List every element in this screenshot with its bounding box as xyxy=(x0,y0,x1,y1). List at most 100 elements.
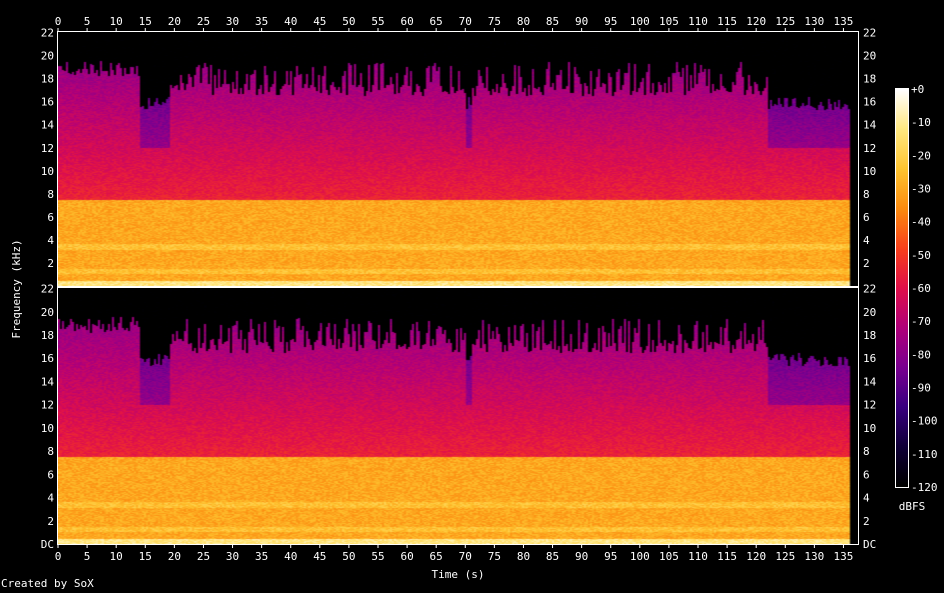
channel-2-y-tick-label: 22 xyxy=(41,283,54,296)
x-tick-label: 75 xyxy=(488,550,501,563)
colorbar-ticks: +0 -10 -20 -30 -40 -50 -60 -70 -80 -90 -100 -110 -12… xyxy=(911,83,938,494)
x-tick-label: 95 xyxy=(604,550,617,563)
x-tick-label: 100 xyxy=(630,550,650,563)
x-tick-label-top: 115 xyxy=(717,15,737,28)
channel-1-y-tick-label: 10 xyxy=(41,165,54,178)
channel-2-y-tick-label-right: 14 xyxy=(863,375,877,388)
channel-2-y-tick-label: 6 xyxy=(47,468,54,481)
x-tick-label: 25 xyxy=(197,550,210,563)
x-tick-label-top: 60 xyxy=(400,15,413,28)
colorbar-tick-label: -100 xyxy=(911,415,938,428)
channel-1-frame xyxy=(57,31,859,287)
credit-text: Created by SoX xyxy=(1,577,94,590)
channel-1-y-tick-label: 2 xyxy=(47,257,54,270)
x-tick-label-top: 90 xyxy=(575,15,588,28)
x-tick-label: 115 xyxy=(717,550,737,563)
colorbar-tick-label: +0 xyxy=(911,83,924,96)
channel-2-y-tick-label: 10 xyxy=(41,422,54,435)
x-tick-label-top: 15 xyxy=(139,15,152,28)
x-tick-label-top: 30 xyxy=(226,15,239,28)
channel-2-y-tick-label: DC xyxy=(41,538,54,551)
x-tick-label-top: 125 xyxy=(775,15,795,28)
channel-1-y-tick-label-right: 2 xyxy=(863,257,870,270)
x-tick-label: 5 xyxy=(84,550,91,563)
channel-2-y-tick-label-right: 20 xyxy=(863,306,876,319)
channel-2-y-tick-label: 4 xyxy=(47,492,54,505)
x-tick-label: 30 xyxy=(226,550,239,563)
colorbar-tick-label: -30 xyxy=(911,183,931,196)
x-tick-label: 130 xyxy=(804,550,824,563)
colorbar-tick-label: -60 xyxy=(911,282,931,295)
x-tick-label: 135 xyxy=(834,550,854,563)
x-axis-label: Time (s) xyxy=(432,568,485,581)
x-tick-label-top: 75 xyxy=(488,15,501,28)
channel-2-y-tick-label-right: 16 xyxy=(863,352,876,365)
y-axis-label: Frequency (kHz) xyxy=(10,239,23,338)
colorbar-tick-label: -110 xyxy=(911,448,938,461)
x-tick-label: 10 xyxy=(110,550,123,563)
channel-1-y-tick-label-right: 14 xyxy=(863,119,877,132)
channel-2-y-tick-label: 20 xyxy=(41,306,54,319)
channel-1-y-tick-label-right: 18 xyxy=(863,73,876,86)
colorbar-tick-label: -120 xyxy=(911,481,938,494)
x-tick-label: 120 xyxy=(746,550,766,563)
x-tick-label-top: 85 xyxy=(546,15,559,28)
colorbar-tick-label: -80 xyxy=(911,348,931,361)
x-tick-label: 15 xyxy=(139,550,152,563)
x-tick-label-top: 0 xyxy=(55,15,62,28)
channel-2-y-tick-label: 14 xyxy=(41,375,55,388)
x-tick-label: 35 xyxy=(255,550,268,563)
x-tick-label-top: 100 xyxy=(630,15,650,28)
channel-2-y-tick-label-right: 2 xyxy=(863,515,870,528)
colorbar-tick-label: -40 xyxy=(911,216,931,229)
colorbar-tick-label: -90 xyxy=(911,382,931,395)
channel-1-y-tick-label-right: 8 xyxy=(863,188,870,201)
x-tick-label-top: 35 xyxy=(255,15,268,28)
channel-1-y-tick-label-right: 12 xyxy=(863,142,876,155)
x-tick-label: 90 xyxy=(575,550,588,563)
x-tick-label: 40 xyxy=(284,550,297,563)
channel-1-y-tick-label: 8 xyxy=(47,188,54,201)
x-tick-label: 85 xyxy=(546,550,559,563)
x-axis: 0055101015152020252530303535404045455050… xyxy=(55,15,854,563)
channel-1-y-tick-label-right: 20 xyxy=(863,50,876,63)
channel-1-y-tick-label-right: 4 xyxy=(863,234,870,247)
channel-1-y-tick-label-right: 22 xyxy=(863,27,876,40)
x-tick-label: 20 xyxy=(168,550,181,563)
x-tick-label: 45 xyxy=(313,550,326,563)
x-tick-label-top: 40 xyxy=(284,15,297,28)
channel-1-y-tick-label: 12 xyxy=(41,142,54,155)
channel-1-y-tick-label: 22 xyxy=(41,27,54,40)
channel-2-y-tick-label-right: 12 xyxy=(863,399,876,412)
channel-2-y-tick-label: 16 xyxy=(41,352,54,365)
colorbar-frame xyxy=(895,88,909,488)
channel-2-y-tick-label: 2 xyxy=(47,515,54,528)
channel-1-y-tick-label: 14 xyxy=(41,119,55,132)
channel-1-y-tick-label: 6 xyxy=(47,211,54,224)
x-tick-label-top: 130 xyxy=(804,15,824,28)
x-tick-label: 65 xyxy=(430,550,443,563)
channel-2-frame xyxy=(57,287,859,545)
channel-2-y-tick-label-right: 10 xyxy=(863,422,876,435)
channel-2-y-tick-label-right: 18 xyxy=(863,329,876,342)
x-tick-label-top: 70 xyxy=(459,15,472,28)
channel-2-spectrogram xyxy=(58,288,858,544)
colorbar-label: dBFS xyxy=(899,500,926,513)
x-tick-label: 110 xyxy=(688,550,708,563)
channel-2-panel xyxy=(57,287,859,545)
channel-2-y-tick-label: 8 xyxy=(47,445,54,458)
channel-2-y-tick-label-right: DC xyxy=(863,538,876,551)
x-tick-label-top: 50 xyxy=(342,15,355,28)
x-tick-label: 0 xyxy=(55,550,62,563)
x-tick-label-top: 25 xyxy=(197,15,210,28)
colorbar: +0 -10 -20 -30 -40 -50 -60 -70 -80 -90 -100 -110 -12… xyxy=(895,83,938,513)
x-tick-label-top: 55 xyxy=(371,15,384,28)
colorbar-tick-label: -20 xyxy=(911,149,931,162)
channel-1-y-tick-label-right: 6 xyxy=(863,211,870,224)
x-tick-label-top: 135 xyxy=(834,15,854,28)
channel-2-y-tick-label-right: 22 xyxy=(863,283,876,296)
x-tick-label-top: 45 xyxy=(313,15,326,28)
channel-2-y-tick-label: 18 xyxy=(41,329,54,342)
